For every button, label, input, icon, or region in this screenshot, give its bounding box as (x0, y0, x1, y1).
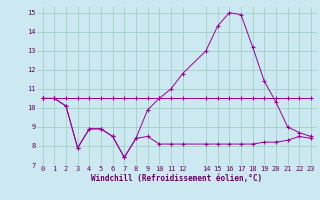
X-axis label: Windchill (Refroidissement éolien,°C): Windchill (Refroidissement éolien,°C) (91, 174, 262, 183)
